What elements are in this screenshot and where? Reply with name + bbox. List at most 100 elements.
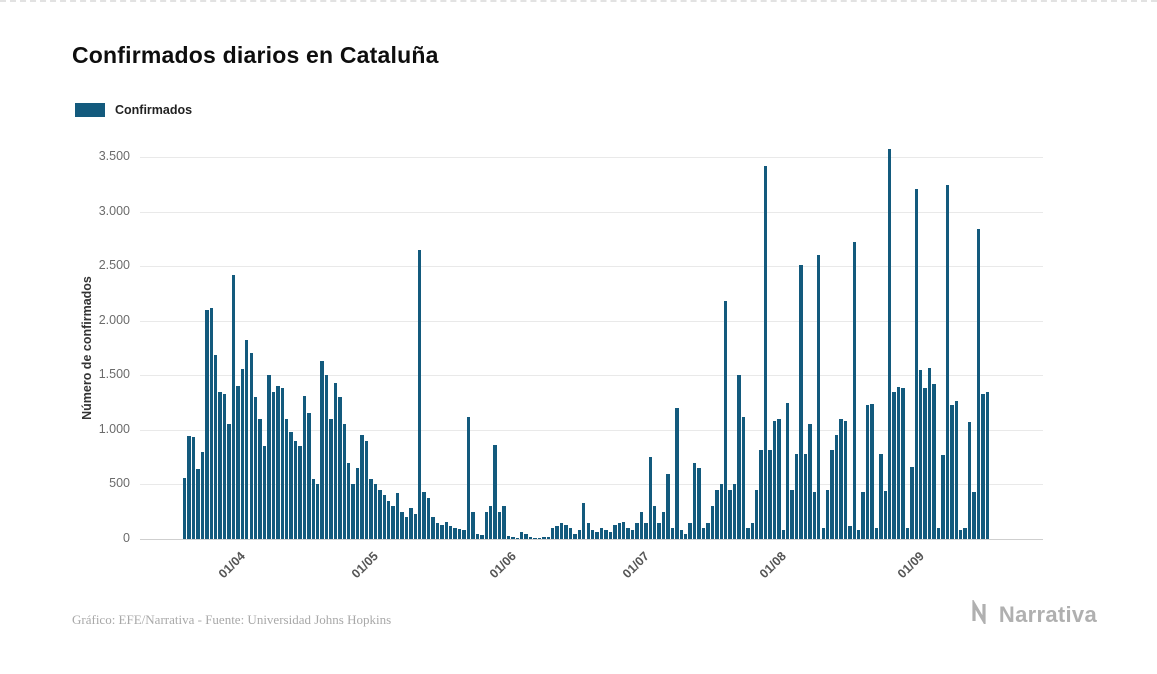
bar[interactable] [657, 522, 661, 539]
bar[interactable] [519, 532, 524, 539]
bar[interactable] [218, 391, 222, 539]
bar[interactable] [245, 340, 249, 539]
bar[interactable] [613, 524, 617, 539]
bar[interactable] [200, 451, 205, 539]
bar[interactable] [302, 396, 307, 539]
bar[interactable] [320, 361, 324, 539]
bar[interactable] [453, 528, 457, 539]
bar[interactable] [311, 478, 315, 539]
bar[interactable] [183, 477, 187, 539]
bar[interactable] [950, 404, 954, 539]
bar[interactable] [768, 449, 772, 539]
bar[interactable] [781, 530, 786, 539]
bar[interactable] [551, 528, 555, 539]
bar[interactable] [590, 530, 595, 539]
bar[interactable] [803, 453, 808, 539]
bar[interactable] [737, 375, 741, 539]
bar[interactable] [639, 511, 644, 539]
bar[interactable] [746, 528, 750, 539]
bar[interactable] [413, 513, 417, 539]
bar[interactable] [808, 424, 812, 539]
bar[interactable] [927, 367, 932, 539]
bar[interactable] [626, 528, 630, 539]
bar[interactable] [599, 528, 604, 539]
bar[interactable] [848, 525, 852, 539]
bar[interactable] [307, 413, 311, 539]
bar[interactable] [524, 533, 528, 539]
bar[interactable] [435, 522, 440, 539]
bar[interactable] [555, 525, 559, 539]
bar[interactable] [843, 421, 848, 539]
bar[interactable] [972, 492, 976, 539]
bar[interactable] [409, 508, 413, 539]
bar[interactable] [728, 489, 732, 539]
bar[interactable] [932, 384, 936, 539]
bar[interactable] [697, 468, 701, 539]
bar[interactable] [214, 354, 218, 539]
bar[interactable] [546, 536, 550, 539]
bar[interactable] [449, 525, 453, 539]
bar[interactable] [382, 495, 386, 539]
bar[interactable] [958, 530, 963, 539]
bar[interactable] [879, 453, 883, 539]
bar[interactable] [568, 528, 573, 539]
bar[interactable] [648, 457, 652, 539]
bar[interactable] [976, 229, 981, 539]
bar[interactable] [493, 445, 497, 539]
bar[interactable] [324, 375, 329, 539]
bar[interactable] [466, 416, 471, 539]
bar[interactable] [577, 530, 582, 539]
bar[interactable] [444, 521, 449, 539]
bar[interactable] [231, 274, 236, 539]
bar[interactable] [400, 511, 404, 539]
bar[interactable] [284, 418, 289, 539]
bar[interactable] [936, 528, 941, 539]
bar[interactable] [892, 391, 896, 539]
bar[interactable] [347, 462, 351, 539]
bar[interactable] [586, 522, 590, 539]
bar[interactable] [191, 437, 196, 539]
bar[interactable] [293, 440, 298, 539]
bar[interactable] [817, 255, 821, 539]
bar[interactable] [236, 386, 240, 539]
bar[interactable] [666, 473, 670, 539]
bar[interactable] [684, 533, 688, 539]
bar[interactable] [573, 533, 577, 539]
bar[interactable] [985, 391, 989, 539]
bar[interactable] [812, 492, 817, 539]
bar[interactable] [905, 528, 910, 539]
bar[interactable] [799, 265, 803, 539]
bar[interactable] [386, 500, 391, 539]
bar[interactable] [497, 511, 502, 539]
bar[interactable] [883, 490, 887, 539]
bar[interactable] [661, 511, 666, 539]
bar[interactable] [471, 511, 475, 539]
bar[interactable] [418, 249, 422, 539]
bar[interactable] [506, 535, 511, 539]
bar[interactable] [617, 522, 621, 539]
bar[interactable] [533, 537, 537, 539]
bar[interactable] [741, 416, 746, 539]
bar[interactable] [227, 424, 231, 539]
narrativa-logo[interactable]: Narrativa [970, 598, 1097, 629]
bar[interactable] [280, 388, 284, 539]
bar[interactable] [298, 446, 302, 539]
bar[interactable] [515, 537, 519, 539]
bar[interactable] [901, 388, 905, 539]
bar[interactable] [502, 506, 506, 539]
bar[interactable] [395, 493, 400, 539]
bar[interactable] [240, 368, 245, 539]
bar[interactable] [910, 466, 914, 539]
bar[interactable] [316, 484, 320, 539]
bar[interactable] [262, 446, 267, 539]
bar[interactable] [923, 388, 927, 539]
bar[interactable] [271, 391, 276, 539]
bar[interactable] [967, 422, 972, 539]
bar[interactable] [919, 369, 923, 539]
bar[interactable] [360, 435, 364, 539]
bar[interactable] [777, 418, 781, 539]
bar[interactable] [679, 530, 684, 539]
bar[interactable] [289, 432, 293, 539]
bar[interactable] [896, 387, 901, 539]
bar[interactable] [329, 418, 333, 539]
